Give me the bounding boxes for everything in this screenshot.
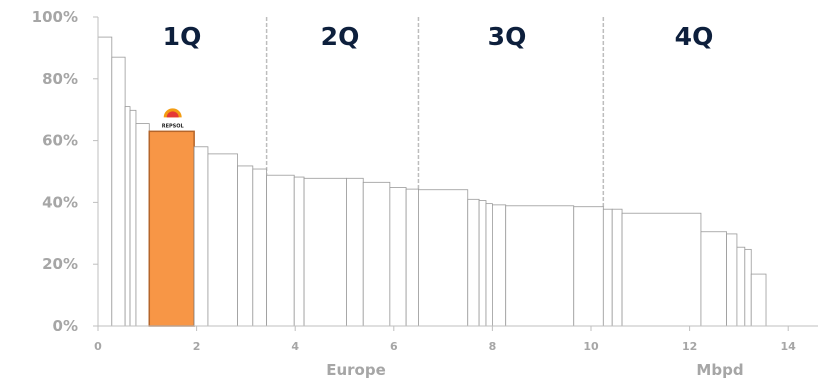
repsol-logo: REPSOL [162, 108, 185, 129]
bar [505, 205, 575, 327]
bar [266, 174, 295, 327]
x-tick-label: 2 [193, 340, 201, 353]
x-tick-label: 10 [583, 340, 599, 353]
quartile-label-2q: 2Q [321, 22, 360, 51]
axes [97, 17, 818, 327]
bar [303, 177, 347, 327]
bar [405, 188, 419, 327]
bar [129, 109, 137, 327]
bar [193, 146, 209, 327]
bar [293, 176, 305, 327]
y-tick-label: 20% [42, 255, 78, 273]
bar [602, 208, 613, 327]
x-tick-label: 14 [781, 340, 797, 353]
bar [362, 181, 391, 327]
bar-series [97, 36, 767, 327]
quartile-labels: 1Q 2Q 3Q 4Q [163, 22, 714, 51]
bar [97, 36, 113, 327]
bar [726, 233, 738, 327]
repsol-logo-wordmark: REPSOL [162, 123, 185, 129]
y-tick-label: 40% [42, 193, 78, 211]
bar [573, 206, 604, 327]
bar [491, 204, 507, 327]
y-tick-labels: 0% 20% 40% 60% 80% 100% [32, 8, 98, 335]
x-tick-label: 6 [390, 340, 398, 353]
x-tick-label: 8 [489, 340, 497, 353]
quartile-label-1q: 1Q [163, 22, 202, 51]
x-axis-label-europe: Europe [326, 361, 386, 379]
y-tick-label: 100% [32, 8, 78, 26]
bar [736, 246, 746, 327]
bar [485, 203, 493, 327]
quartile-label-4q: 4Q [675, 22, 714, 51]
bar [124, 106, 131, 327]
bar [389, 187, 407, 327]
y-tick-label: 0% [53, 317, 78, 335]
bar [418, 189, 469, 327]
bar [207, 153, 238, 327]
bar [237, 165, 254, 327]
y-tick-label: 80% [42, 70, 78, 88]
bar [750, 273, 767, 327]
bar [611, 208, 623, 327]
quartile-label-3q: 3Q [488, 22, 527, 51]
x-tick-label: 12 [682, 340, 697, 353]
repsol-logo-arc-red [166, 111, 179, 118]
bar [346, 177, 364, 327]
bar [744, 248, 752, 327]
bar [135, 123, 150, 327]
bar [700, 231, 727, 327]
bar-highlight [148, 130, 195, 327]
bar [111, 56, 126, 327]
quartile-divider-lines [265, 17, 605, 326]
bar [478, 200, 487, 327]
bar [621, 212, 702, 327]
x-tick-label: 0 [94, 340, 102, 353]
x-axis-label-units: Mbpd [696, 361, 743, 379]
x-tick-label: 4 [291, 340, 299, 353]
bar [252, 168, 268, 327]
x-tick-labels: 0 2 4 6 8 10 12 14 [94, 326, 796, 353]
bar [467, 198, 480, 327]
y-tick-label: 60% [42, 132, 78, 150]
